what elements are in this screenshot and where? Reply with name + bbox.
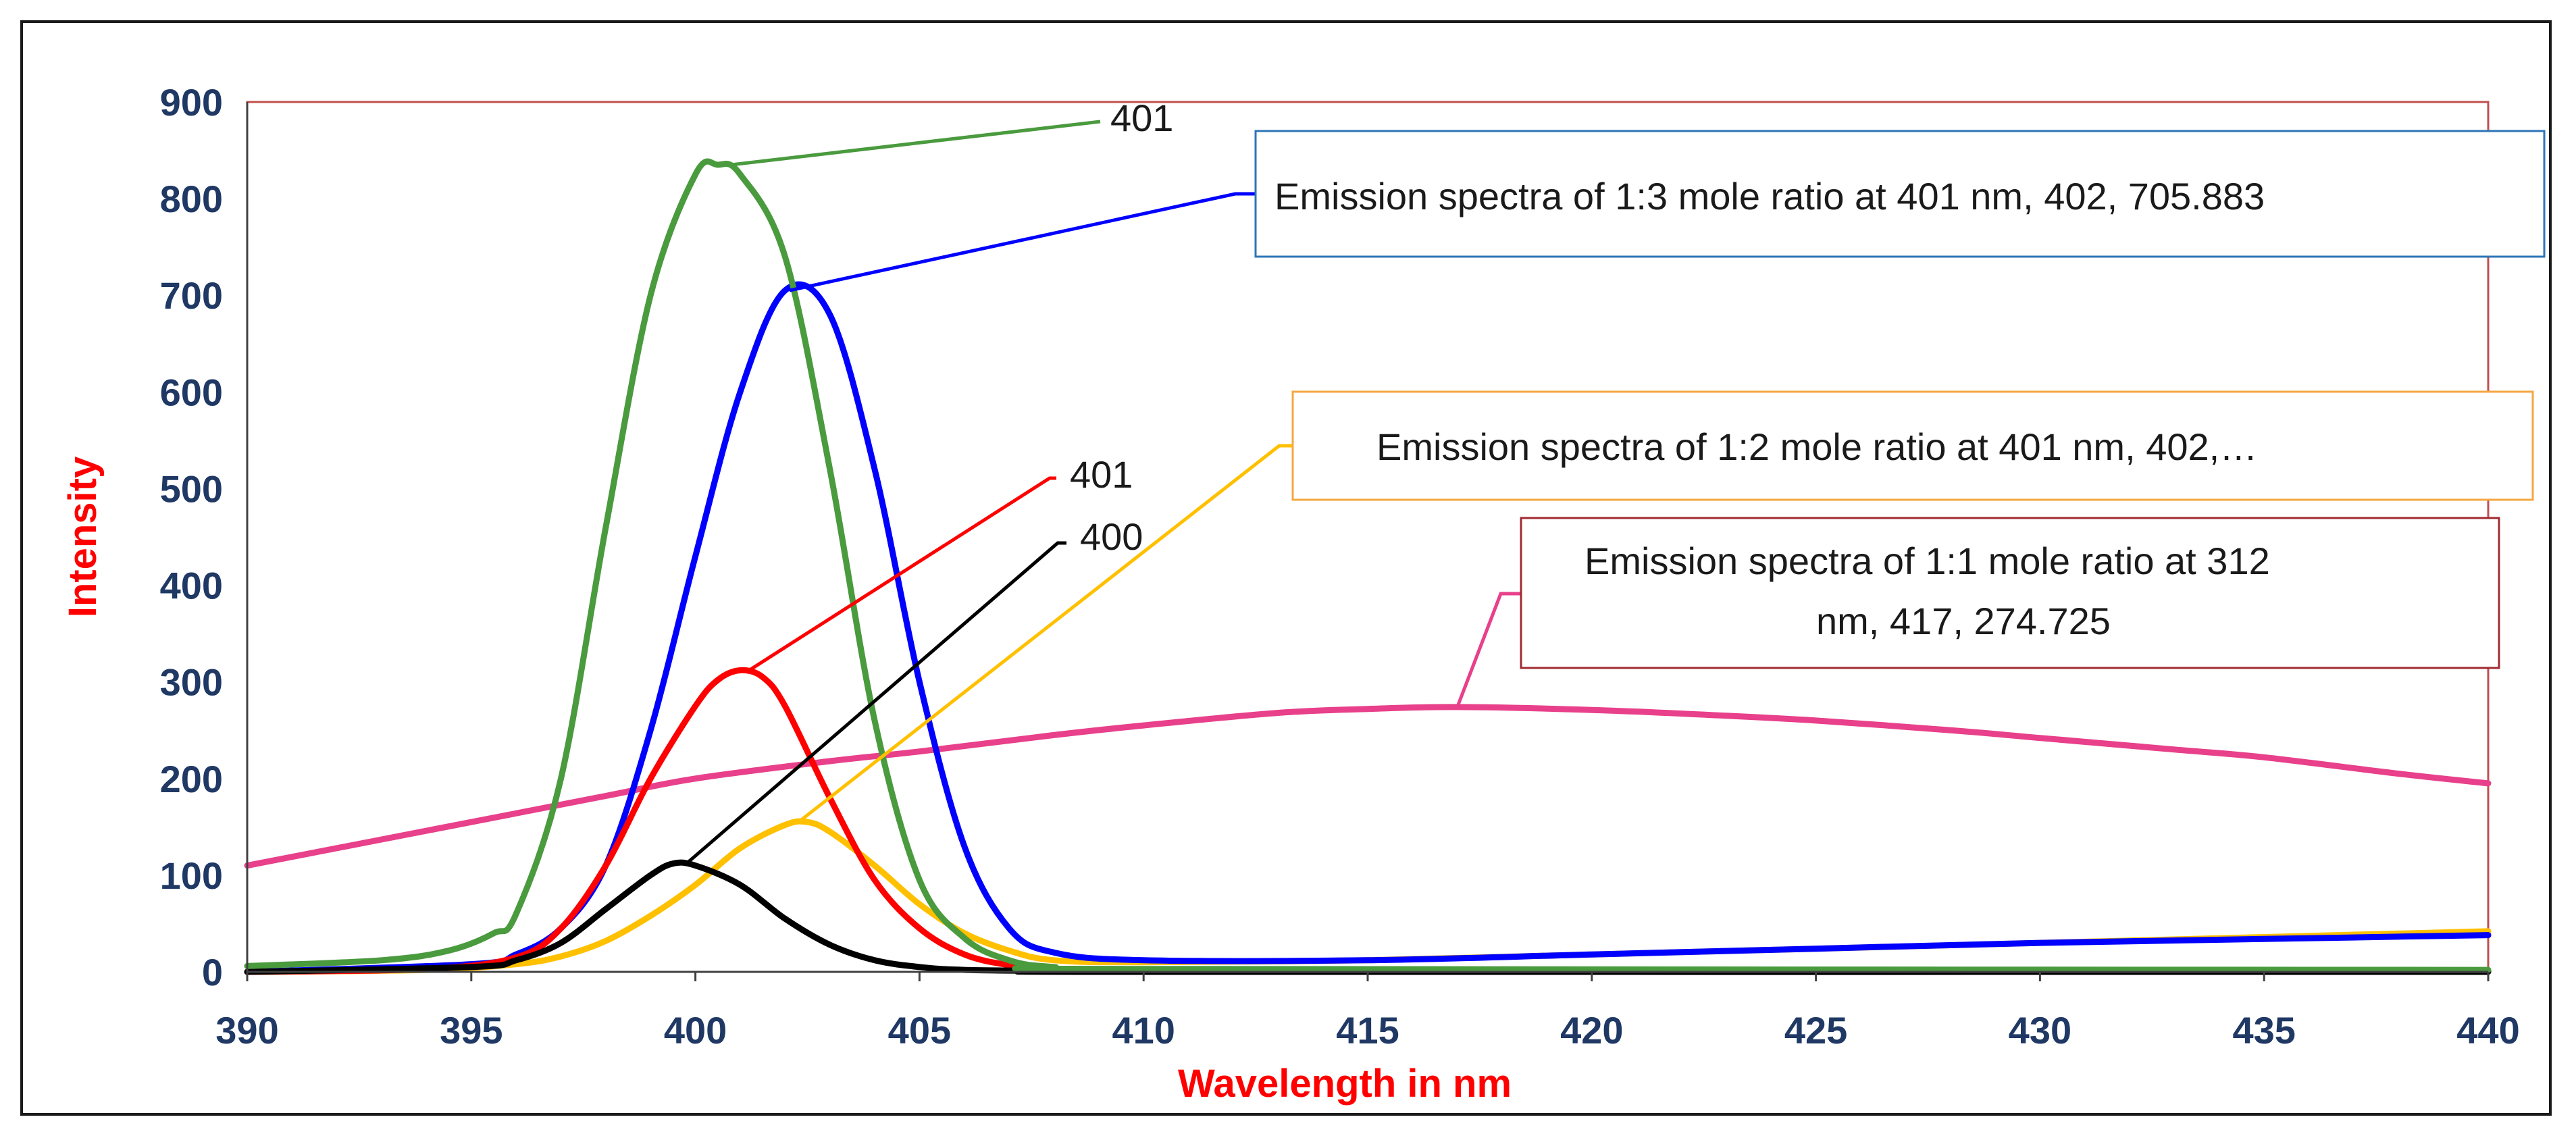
x-tick-label: 430 [2009, 1009, 2071, 1052]
y-tick-label: 400 [160, 565, 223, 607]
annotation-leader-0 [731, 120, 1101, 167]
annotation-box-1-1 [1520, 517, 2500, 669]
series-line-0 [244, 704, 2492, 869]
annotation-label-1-2: Emission spectra of 1:2 mole ratio at 40… [1376, 425, 2257, 468]
x-tick-label: 410 [1112, 1009, 1175, 1052]
y-tick-label: 300 [160, 661, 223, 704]
annotation-leader-4 [685, 541, 1066, 865]
series-line-4 [244, 859, 2492, 975]
annotation-label-red-401: 401 [1070, 453, 1133, 496]
chart-svg: 0 100 200 300 400 500 600 700 800 900 390 395 400 405… [61, 81, 2546, 1106]
y-tick-label: 600 [160, 371, 223, 413]
annotation-label-green-401: 401 [1110, 97, 1173, 139]
x-tick-label: 440 [2456, 1009, 2519, 1052]
x-tick-label: 400 [664, 1009, 727, 1052]
x-tick-label: 420 [1560, 1009, 1623, 1052]
y-tick-label: 200 [160, 758, 223, 800]
x-tick-label: 390 [215, 1009, 278, 1052]
annotation-label-black-400: 400 [1080, 515, 1143, 558]
annotation-box-1-2 [1291, 390, 2534, 501]
annotation-leader-3 [797, 444, 1293, 824]
chart-frame: 0 100 200 300 400 500 600 700 800 900 390 395 400 405… [20, 20, 2552, 1116]
y-tick-label: 800 [160, 178, 223, 220]
annotation-leader-5 [1456, 592, 1521, 708]
x-tick-label: 435 [2232, 1009, 2295, 1052]
annotation-label-1-3: Emission spectra of 1:3 mole ratio at 40… [1274, 175, 2265, 217]
y-axis-title: Intensity [61, 457, 105, 618]
annotation-label-1-1-line-2: nm, 417, 274.725 [1816, 600, 2111, 642]
annotation-leader-2 [748, 476, 1056, 672]
annotation-box-1-3 [1254, 130, 2546, 258]
y-tick-label: 500 [160, 467, 223, 510]
y-tick-label: 0 [202, 951, 223, 993]
series-line-5 [244, 158, 2492, 973]
x-tick-label: 395 [440, 1009, 503, 1052]
y-tick-label: 100 [160, 854, 223, 897]
y-tick-label: 900 [160, 81, 223, 124]
x-tick-label: 405 [888, 1009, 951, 1052]
y-tick-label: 700 [160, 274, 223, 317]
annotation-label-1-1-line-1: Emission spectra of 1:1 mole ratio at 31… [1585, 540, 2270, 582]
x-tick-label: 425 [1784, 1009, 1847, 1052]
x-tick-label: 415 [1336, 1009, 1399, 1052]
annotation-leader-1 [789, 192, 1256, 292]
x-axis-title: Wavelength in nm [1178, 1062, 1512, 1106]
